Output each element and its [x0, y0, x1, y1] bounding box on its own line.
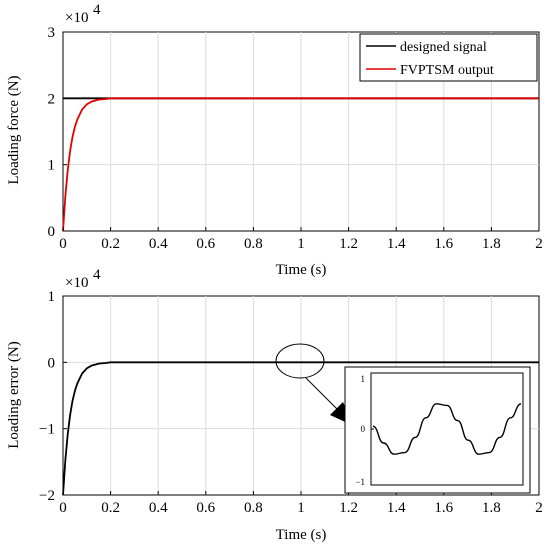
x-tick-label: 1 — [297, 236, 305, 252]
top-x-axis-label: Time (s) — [276, 262, 327, 278]
y-tick-label: −1 — [39, 422, 55, 438]
x-tick-label: 1 — [297, 500, 305, 516]
x-tick-label: 1.8 — [482, 236, 501, 252]
bottom-series-group — [62, 361, 539, 496]
legend-label-fvptsm-output: FVPTSM output — [400, 63, 494, 78]
y-tick-label: 3 — [48, 25, 56, 41]
top-chart: 0 0.2 0.4 0.6 0.8 1 1.2 1.4 1.6 1.8 2 0 1 2 3 ×10 4 T… — [6, 2, 543, 278]
zoom-ellipse — [275, 343, 325, 379]
inset-y-ticks: 1 0 −1 — [355, 372, 374, 487]
x-tick-label: 0 — [59, 236, 67, 252]
x-tick-label: 0.6 — [196, 236, 215, 252]
x-tick-label: 1.4 — [387, 500, 406, 516]
bottom-exponent-label: ×10 — [65, 275, 88, 291]
zoom-arrow-line — [305, 377, 341, 413]
x-tick-label: 0.4 — [149, 236, 168, 252]
inset-y-tick-label: 0 — [361, 424, 366, 434]
top-exponent-power: 4 — [93, 2, 101, 18]
series-line-fvptsm-output — [62, 97, 539, 232]
top-x-ticks: 0 0.2 0.4 0.6 0.8 1 1.2 1.4 1.6 1.8 2 — [59, 227, 543, 252]
inset-series-line — [372, 403, 522, 455]
top-y-ticks: 0 1 2 3 — [48, 25, 67, 240]
x-tick-label: 2 — [535, 500, 543, 516]
inset-plot: 1 0 −1 — [344, 366, 531, 494]
bottom-exponent-power: 4 — [93, 267, 101, 283]
x-tick-label: 1.2 — [339, 236, 358, 252]
bottom-y-ticks: −2 −1 0 1 — [39, 289, 67, 504]
x-tick-label: 0.6 — [196, 500, 215, 516]
inset-series-group — [372, 403, 522, 455]
x-tick-label: 1.6 — [434, 500, 453, 516]
y-tick-label: 2 — [48, 91, 56, 107]
legend-label-designed-signal: designed signal — [400, 40, 487, 55]
x-tick-label: 0.4 — [149, 500, 168, 516]
top-y-axis-label: Loading force (N) — [6, 75, 22, 184]
bottom-x-ticks: 0 0.2 0.4 0.6 0.8 1 1.2 1.4 1.6 1.8 2 — [59, 491, 543, 516]
x-tick-label: 1.8 — [482, 500, 501, 516]
x-tick-label: 0.2 — [101, 500, 120, 516]
series-line-loading-error — [62, 361, 539, 496]
y-tick-label: −2 — [39, 488, 55, 504]
bottom-chart: 0 0.2 0.4 0.6 0.8 1 1.2 1.4 1.6 1.8 2 −2 −1 0 1 ×10 4… — [6, 267, 543, 543]
y-tick-label: 0 — [48, 355, 56, 371]
x-tick-label: 0.2 — [101, 236, 120, 252]
inset-y-tick-label: −1 — [355, 477, 365, 487]
x-tick-label: 1.6 — [434, 236, 453, 252]
bottom-x-axis-label: Time (s) — [276, 527, 327, 543]
legend: designed signal FVPTSM output — [359, 33, 538, 82]
top-series-group — [62, 97, 539, 232]
x-tick-label: 1.4 — [387, 236, 406, 252]
inset-y-tick-label: 1 — [361, 374, 366, 384]
x-tick-label: 0.8 — [244, 236, 263, 252]
y-tick-label: 1 — [48, 289, 56, 305]
legend-box — [359, 33, 538, 82]
x-tick-label: 2 — [535, 236, 543, 252]
x-tick-label: 1.2 — [339, 500, 358, 516]
x-tick-label: 0 — [59, 500, 67, 516]
x-tick-label: 0.8 — [244, 500, 263, 516]
bottom-y-axis-label: Loading error (N) — [6, 341, 22, 448]
inset-plot-frame — [370, 372, 524, 486]
top-exponent-label: ×10 — [65, 10, 88, 26]
y-tick-label: 0 — [48, 224, 56, 240]
y-tick-label: 1 — [48, 158, 56, 174]
